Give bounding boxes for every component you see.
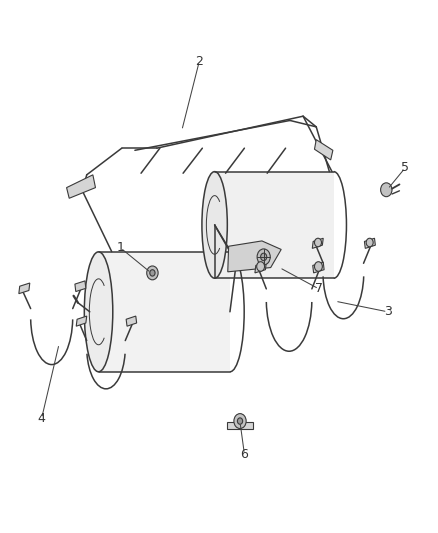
Text: 5: 5 — [401, 161, 409, 174]
Polygon shape — [126, 316, 137, 326]
Polygon shape — [255, 262, 266, 273]
Circle shape — [257, 249, 270, 265]
Polygon shape — [312, 238, 323, 248]
Circle shape — [381, 183, 392, 197]
Text: 6: 6 — [240, 448, 248, 461]
Circle shape — [150, 270, 155, 276]
Text: 3: 3 — [384, 305, 392, 318]
Circle shape — [237, 418, 243, 424]
Polygon shape — [99, 252, 230, 372]
Circle shape — [147, 266, 158, 280]
Polygon shape — [76, 316, 87, 326]
Polygon shape — [75, 281, 86, 292]
Text: 2: 2 — [195, 55, 203, 68]
Polygon shape — [314, 140, 333, 160]
Polygon shape — [215, 172, 334, 278]
Polygon shape — [67, 175, 95, 198]
Polygon shape — [364, 238, 375, 248]
Circle shape — [261, 253, 267, 261]
Polygon shape — [227, 422, 253, 429]
Text: 7: 7 — [315, 282, 323, 295]
Polygon shape — [228, 241, 281, 272]
Ellipse shape — [84, 252, 113, 372]
Circle shape — [366, 238, 373, 247]
Circle shape — [314, 262, 322, 271]
Ellipse shape — [202, 172, 227, 278]
Polygon shape — [19, 283, 30, 294]
Circle shape — [314, 238, 321, 247]
Circle shape — [234, 414, 246, 429]
Polygon shape — [313, 262, 324, 273]
Circle shape — [257, 262, 265, 271]
Text: 1: 1 — [117, 241, 124, 254]
Text: 4: 4 — [38, 412, 46, 425]
